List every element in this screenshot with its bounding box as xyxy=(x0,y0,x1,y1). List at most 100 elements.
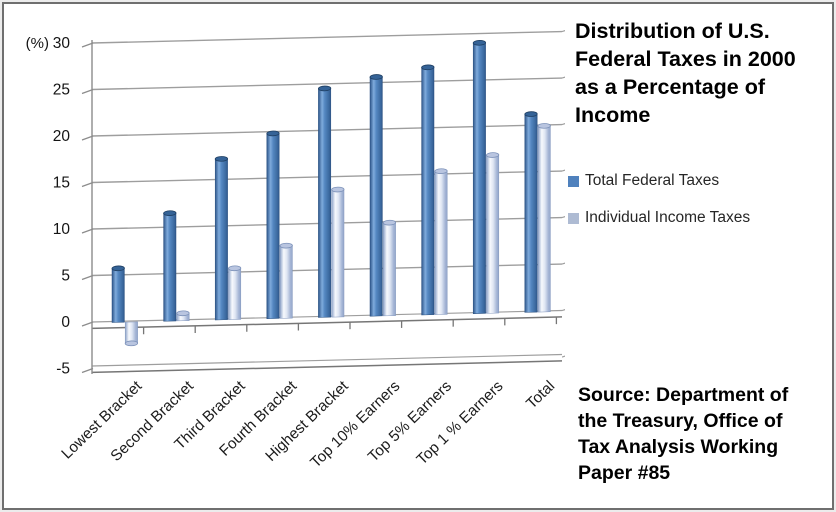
bar-cap xyxy=(214,156,228,162)
y-axis-depth-tick xyxy=(81,42,94,48)
grid-depth-tick xyxy=(561,354,565,358)
y-axis-label: -5 xyxy=(56,361,70,378)
bar-cap xyxy=(434,168,448,174)
bar-body xyxy=(382,222,396,317)
y-axis-label: 25 xyxy=(53,82,70,99)
bar-body xyxy=(434,170,448,315)
legend-item-individual-income-taxes: Individual Income Taxes xyxy=(568,209,750,227)
bar-cap xyxy=(176,310,190,317)
y-axis-depth-tick xyxy=(81,367,94,374)
y-axis-label: 0 xyxy=(61,314,70,331)
grid-depth-tick xyxy=(561,75,565,79)
bar-cap xyxy=(485,152,500,158)
x-axis-label-total: Total xyxy=(523,378,558,413)
y-axis-depth-tick xyxy=(81,135,94,141)
bar-cap xyxy=(317,85,332,92)
legend-swatch-light-icon xyxy=(568,212,579,224)
bar-body xyxy=(524,113,538,313)
bar-cap xyxy=(331,186,345,193)
floor-back-edge xyxy=(92,353,562,367)
bar-body xyxy=(472,42,486,314)
y-axis-label: 10 xyxy=(53,221,71,238)
source-note: Source: Department of the Treasury, Offi… xyxy=(578,382,788,486)
total-federal-taxes-bar-third-bracket xyxy=(214,156,228,321)
grid-depth-tick xyxy=(561,28,565,33)
bar-cap xyxy=(369,74,383,80)
grid-depth-tick xyxy=(561,261,565,265)
y-axis-depth-tick xyxy=(81,181,94,188)
source-note-line-2: the Treasury, Office of xyxy=(578,410,783,432)
source-note-line-1: Source: Department of xyxy=(578,384,789,406)
floor-front-edge xyxy=(92,360,562,374)
bar-body xyxy=(111,267,125,323)
y-axis-label: 30 xyxy=(53,35,71,52)
y-axis-depth-tick xyxy=(81,321,94,327)
bar-body xyxy=(421,66,435,316)
individual-income-taxes-bar-lowest-bracket xyxy=(124,321,139,347)
grid-depth-tick xyxy=(561,168,565,172)
bar-body xyxy=(331,189,345,318)
info-panel: Distribution of U.S. Federal Taxes in 20… xyxy=(565,4,832,508)
floor-front-edge xyxy=(92,316,562,330)
total-federal-taxes-bar-top-1-earners xyxy=(472,40,486,314)
y-axis-unit-label: (%) xyxy=(26,35,49,52)
total-federal-taxes-bar-top-10-earners xyxy=(369,74,383,317)
bar-cap xyxy=(266,130,280,137)
bar-cap xyxy=(382,219,396,226)
individual-income-taxes-bar-second-bracket xyxy=(176,310,190,322)
individual-income-taxes-bar-fourth-bracket xyxy=(279,242,293,319)
total-federal-taxes-bar-lowest-bracket xyxy=(111,265,125,323)
legend-label-individual-income-taxes: Individual Income Taxes xyxy=(585,209,751,226)
grid-depth-tick xyxy=(561,307,565,312)
gridline xyxy=(92,30,562,44)
individual-income-taxes-bar-top-5-earners xyxy=(434,168,448,315)
individual-income-taxes-bar-top-1-earners xyxy=(485,152,500,314)
bar-body xyxy=(214,158,228,321)
bar-cap xyxy=(537,123,551,129)
plot-area xyxy=(92,28,565,374)
total-federal-taxes-bar-fourth-bracket xyxy=(266,130,280,319)
bar-body xyxy=(124,321,138,344)
legend: Total Federal Taxes Individual Income Ta… xyxy=(568,172,750,246)
total-federal-taxes-bar-total xyxy=(524,111,538,313)
individual-income-taxes-bar-total xyxy=(537,123,551,313)
bar-body xyxy=(163,212,177,322)
bar-cap xyxy=(163,210,177,216)
bar-cap xyxy=(111,265,125,272)
floor-strip xyxy=(92,310,562,329)
individual-income-taxes-bar-highest-bracket xyxy=(331,186,345,318)
chart-title-line-3: as a Percentage of xyxy=(575,75,766,99)
bar-cap xyxy=(228,265,242,272)
legend-label-total-federal-taxes: Total Federal Taxes xyxy=(585,172,720,189)
bar-body xyxy=(228,267,242,320)
total-federal-taxes-bar-highest-bracket xyxy=(317,85,332,318)
total-federal-taxes-bar-second-bracket xyxy=(163,210,177,322)
bar-cap xyxy=(124,340,139,347)
source-note-line-4: Paper #85 xyxy=(578,462,671,484)
y-axis-depth-tick xyxy=(81,228,94,234)
y-axis-depth-tick xyxy=(81,274,94,281)
bar-body xyxy=(318,88,332,318)
y-axis-label: 15 xyxy=(53,175,70,192)
grid-depth-tick xyxy=(561,121,565,126)
grid-depth-tick xyxy=(561,214,565,219)
bar-body xyxy=(486,154,500,314)
legend-item-total-federal-taxes: Total Federal Taxes xyxy=(568,172,750,190)
x-axis-label-top-1-earners: Top 1 % Earners xyxy=(413,377,506,468)
chart-title-line-4: Income xyxy=(575,103,651,127)
chart-title-line-1: Distribution of U.S. xyxy=(575,19,770,43)
bar-body xyxy=(266,133,280,319)
y-axis-label: 5 xyxy=(61,268,70,285)
individual-income-taxes-bar-top-10-earners xyxy=(382,219,396,317)
bar-body xyxy=(279,245,293,319)
y-axis-depth-tick xyxy=(81,88,94,95)
bar-cap xyxy=(472,40,486,46)
total-federal-taxes-bar-top-5-earners xyxy=(421,64,435,316)
bar-cap xyxy=(421,64,435,71)
bar-body xyxy=(537,125,551,313)
individual-income-taxes-bar-third-bracket xyxy=(228,265,242,320)
floor-strip xyxy=(92,354,562,373)
y-axis-label: 20 xyxy=(53,128,71,145)
